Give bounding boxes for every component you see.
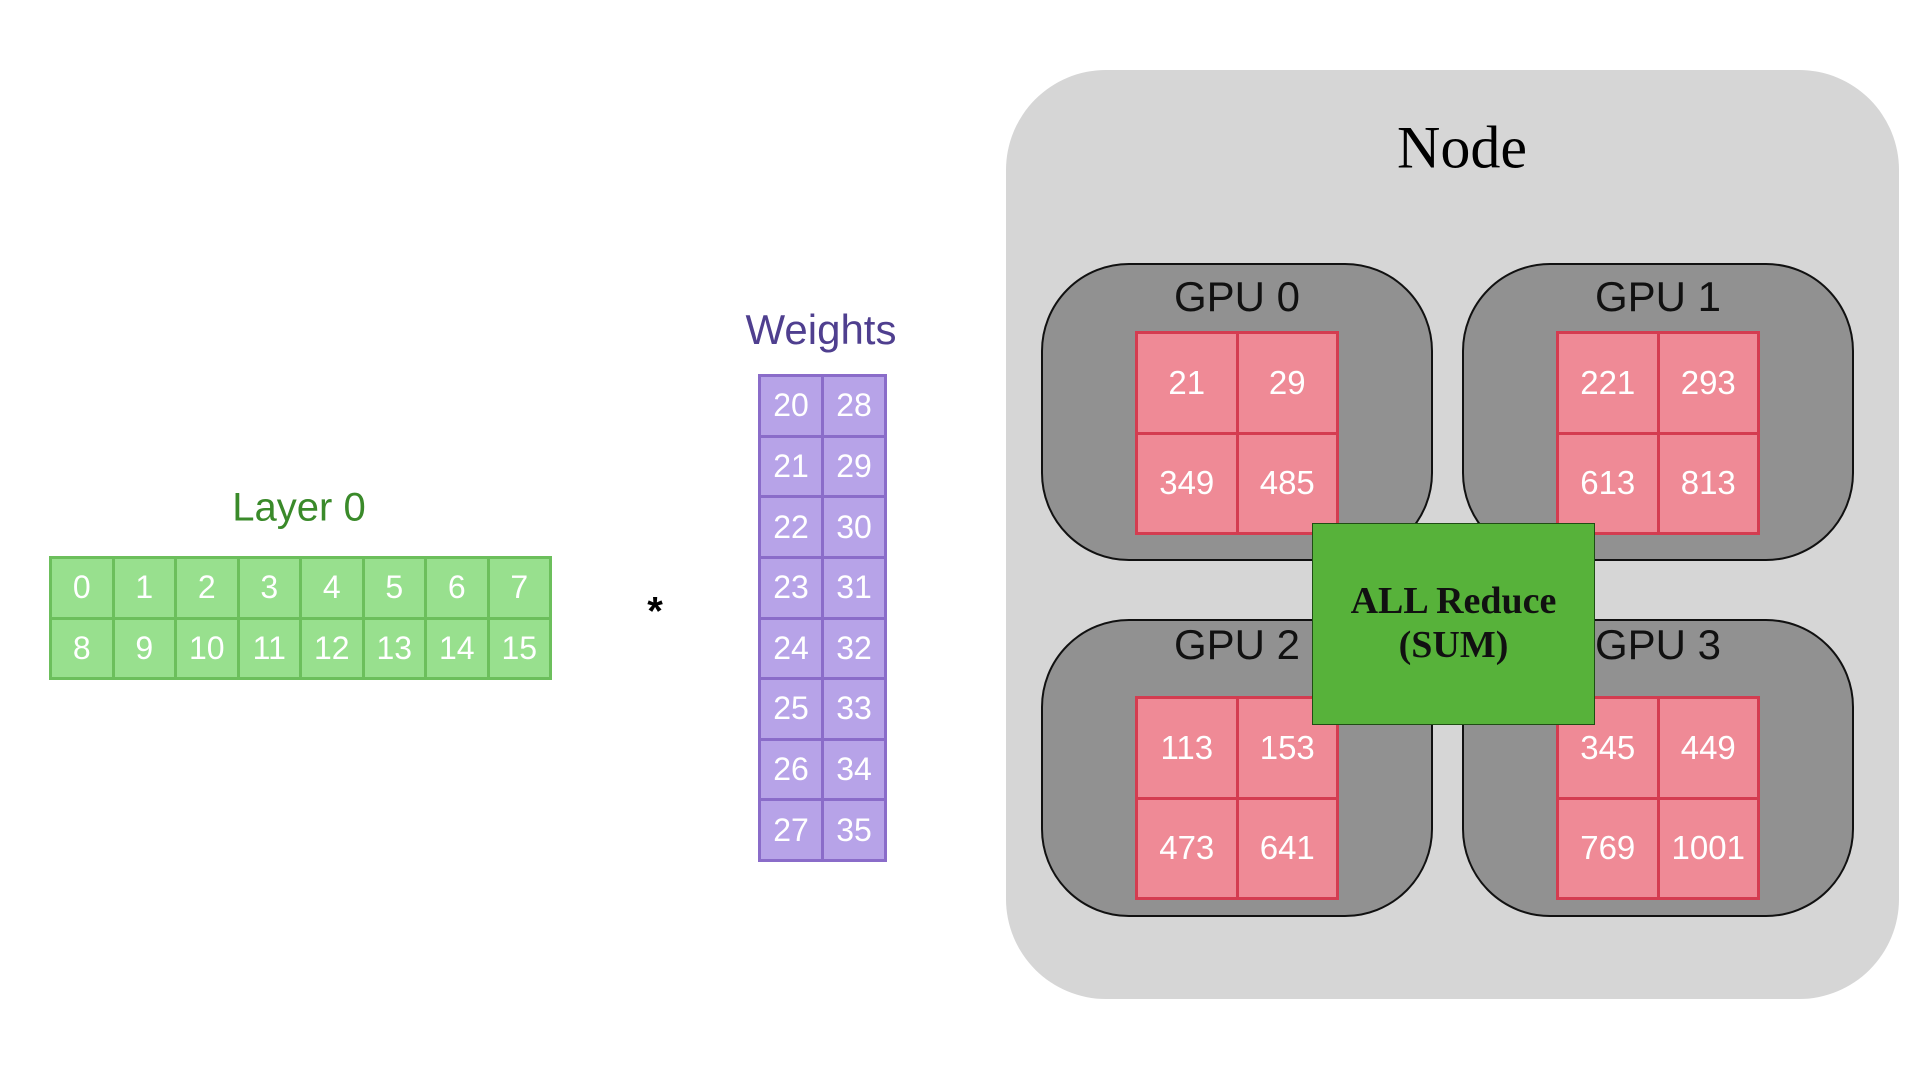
gpu-result-cell: 769 bbox=[1559, 799, 1657, 897]
weight-cell: 23 bbox=[761, 558, 821, 617]
weight-cell: 32 bbox=[824, 619, 884, 678]
layer-cell: 4 bbox=[302, 559, 362, 617]
all-reduce-op: (SUM) bbox=[1398, 624, 1509, 666]
gpu-result-cell: 449 bbox=[1659, 699, 1757, 797]
layer-cell: 2 bbox=[177, 559, 237, 617]
layer-cell: 12 bbox=[302, 619, 362, 677]
gpu-3-label: GPU 3 bbox=[1594, 621, 1722, 668]
multiply-operator: * bbox=[647, 589, 663, 634]
layer-cell: 0 bbox=[52, 559, 112, 617]
gpu-result-cell: 221 bbox=[1559, 334, 1657, 432]
layer-cell: 11 bbox=[239, 619, 299, 677]
gpu-result-cell: 1001 bbox=[1659, 799, 1757, 897]
weight-cell: 35 bbox=[824, 801, 884, 859]
gpu-3-result-matrix: 345 449 769 1001 bbox=[1556, 696, 1760, 900]
gpu-result-cell: 641 bbox=[1238, 799, 1336, 897]
layer-cell: 3 bbox=[239, 559, 299, 617]
gpu-result-cell: 29 bbox=[1238, 334, 1336, 432]
weight-cell: 20 bbox=[761, 377, 821, 435]
weight-cell: 24 bbox=[761, 619, 821, 678]
weight-cell: 34 bbox=[824, 740, 884, 799]
gpu-1-label: GPU 1 bbox=[1594, 273, 1722, 320]
weight-cell: 27 bbox=[761, 801, 821, 859]
layer-cell: 15 bbox=[489, 619, 549, 677]
layer-cell: 8 bbox=[52, 619, 112, 677]
all-reduce-box: ALL Reduce (SUM) bbox=[1312, 523, 1595, 725]
layer-title: Layer 0 bbox=[232, 485, 366, 530]
gpu-result-cell: 349 bbox=[1138, 434, 1236, 532]
layer-cell: 10 bbox=[177, 619, 237, 677]
layer-cell: 5 bbox=[364, 559, 424, 617]
all-reduce-label: ALL Reduce bbox=[1350, 580, 1557, 623]
gpu-result-cell: 613 bbox=[1559, 434, 1657, 532]
layer-cell: 9 bbox=[114, 619, 174, 677]
weight-cell: 30 bbox=[824, 498, 884, 556]
weights-matrix: 20 28 21 29 22 30 23 31 24 32 25 33 26 34 27 35 bbox=[758, 374, 887, 862]
layer-matrix: 0 1 2 3 4 5 6 7 8 9 10 11 12 13 14 15 bbox=[49, 556, 552, 680]
weight-cell: 28 bbox=[824, 377, 884, 435]
gpu-result-cell: 813 bbox=[1659, 434, 1757, 532]
gpu-2-label: GPU 2 bbox=[1173, 621, 1301, 668]
weight-cell: 33 bbox=[824, 680, 884, 738]
weight-cell: 21 bbox=[761, 437, 821, 496]
gpu-result-cell: 21 bbox=[1138, 334, 1236, 432]
gpu-result-cell: 485 bbox=[1238, 434, 1336, 532]
weight-cell: 25 bbox=[761, 680, 821, 738]
weight-cell: 22 bbox=[761, 498, 821, 556]
layer-cell: 13 bbox=[364, 619, 424, 677]
layer-cell: 6 bbox=[427, 559, 487, 617]
weight-cell: 31 bbox=[824, 558, 884, 617]
layer-cell: 7 bbox=[489, 559, 549, 617]
layer-cell: 1 bbox=[114, 559, 174, 617]
gpu-result-cell: 293 bbox=[1659, 334, 1757, 432]
gpu-result-cell: 113 bbox=[1138, 699, 1236, 797]
node-title: Node bbox=[1397, 114, 1527, 181]
gpu-result-cell: 153 bbox=[1238, 699, 1336, 797]
layer-cell: 14 bbox=[427, 619, 487, 677]
weight-cell: 26 bbox=[761, 740, 821, 799]
gpu-result-cell: 473 bbox=[1138, 799, 1236, 897]
weight-cell: 29 bbox=[824, 437, 884, 496]
gpu-1-result-matrix: 221 293 613 813 bbox=[1556, 331, 1760, 535]
weights-title: Weights bbox=[745, 306, 897, 353]
gpu-2-result-matrix: 113 153 473 641 bbox=[1135, 696, 1339, 900]
gpu-0-result-matrix: 21 29 349 485 bbox=[1135, 331, 1339, 535]
gpu-0-label: GPU 0 bbox=[1173, 273, 1301, 320]
